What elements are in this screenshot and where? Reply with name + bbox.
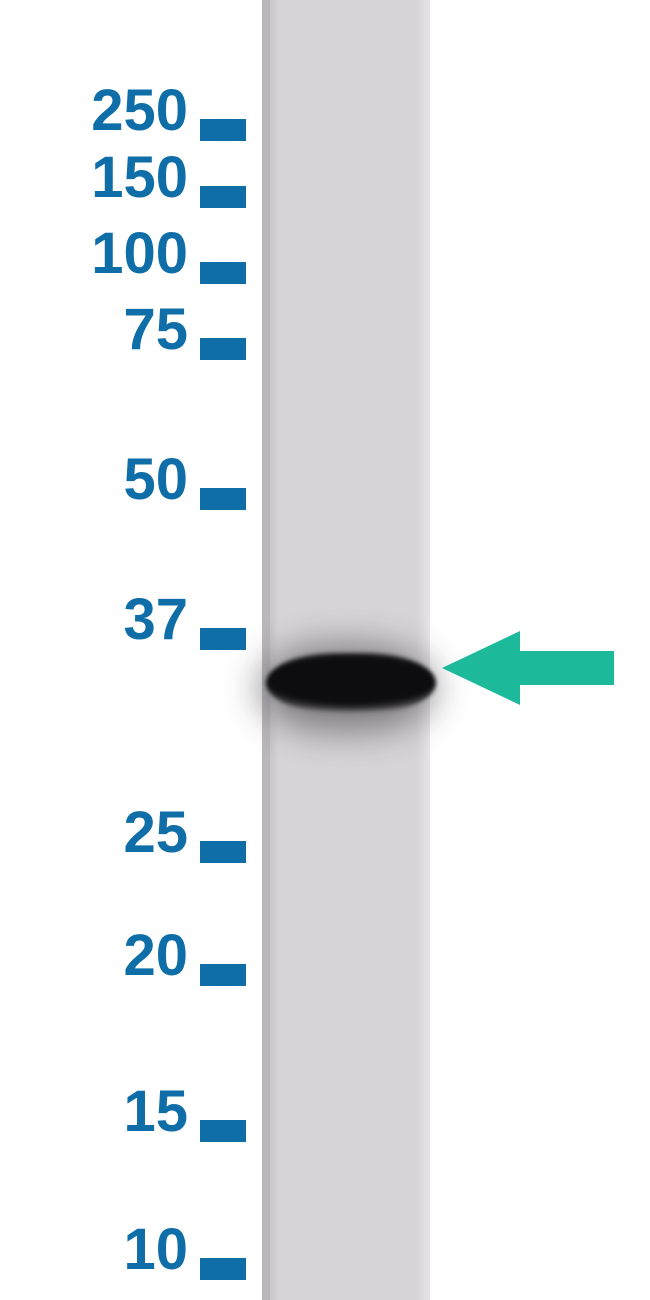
mw-marker-tick [200,186,246,208]
mw-marker-label: 75 [123,301,188,359]
mw-marker-tick [200,964,246,986]
mw-marker-label: 10 [123,1221,188,1279]
mw-marker-label: 150 [91,149,188,207]
mw-marker-label: 25 [123,804,188,862]
arrow-shaft [520,651,614,685]
mw-marker-tick [200,628,246,650]
mw-marker-label: 20 [123,927,188,985]
blot-lane-edge [262,0,270,1300]
mw-marker-tick [200,1258,246,1280]
mw-marker-tick [200,1120,246,1142]
mw-marker-label: 250 [91,82,188,140]
mw-marker-label: 50 [123,451,188,509]
mw-marker-tick [200,488,246,510]
mw-marker-tick [200,841,246,863]
western-blot-figure: 250 150 100 75 50 37 25 20 15 10 [0,0,650,1300]
arrow-head-icon [442,631,520,705]
protein-band [266,653,436,713]
mw-marker-label: 100 [91,225,188,283]
mw-marker-tick [200,119,246,141]
mw-marker-label: 37 [123,591,188,649]
mw-marker-tick [200,338,246,360]
mw-marker-tick [200,262,246,284]
mw-marker-label: 15 [123,1083,188,1141]
